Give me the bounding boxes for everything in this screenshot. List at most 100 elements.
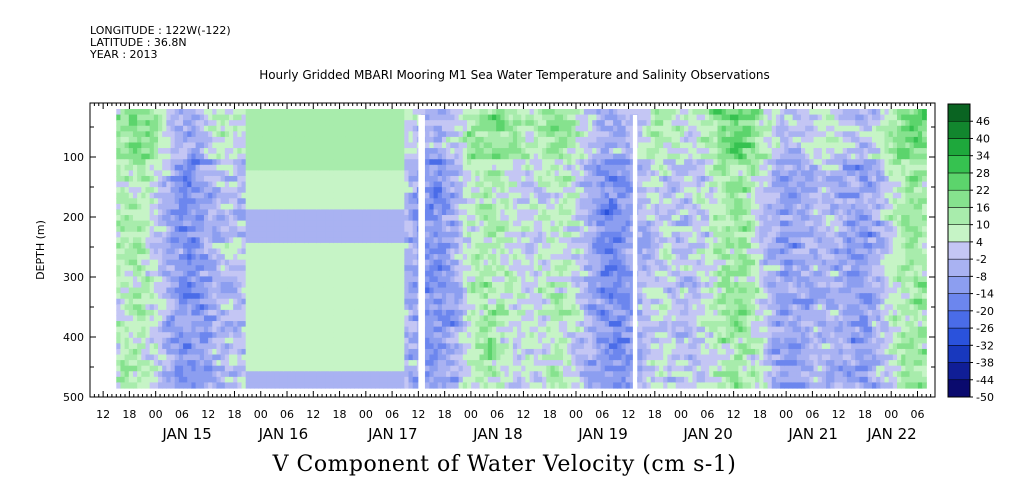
heatmap-cell — [312, 321, 318, 328]
heatmap-cell — [229, 148, 234, 155]
heatmap-cell — [291, 109, 297, 116]
heatmap-cell — [299, 131, 305, 138]
heatmap-cell — [299, 153, 305, 160]
heatmap-cell — [370, 343, 376, 350]
heatmap-cell — [116, 159, 122, 166]
heatmap-cell — [132, 109, 138, 116]
heatmap-cell — [220, 321, 226, 328]
heatmap-cell — [212, 332, 218, 339]
heatmap-cell — [132, 203, 138, 211]
heatmap-cell — [137, 215, 142, 222]
heatmap-cell — [492, 242, 497, 250]
heatmap-cell — [400, 198, 405, 205]
heatmap-cell — [329, 281, 334, 289]
heatmap-cell — [124, 125, 130, 132]
heatmap-cell — [183, 248, 188, 255]
heatmap-cell — [354, 192, 360, 199]
heatmap-cell — [183, 265, 188, 272]
heatmap-cell — [312, 298, 318, 305]
heatmap-cell — [149, 136, 155, 144]
heatmap-cell — [421, 109, 426, 116]
heatmap-cell — [153, 170, 159, 177]
heatmap-cell — [212, 192, 218, 199]
heatmap-cell — [379, 270, 385, 277]
heatmap-cell — [404, 220, 410, 227]
heatmap-cell — [279, 192, 284, 199]
heatmap-cell — [408, 321, 414, 328]
heatmap-cell — [274, 371, 280, 378]
heatmap-cell — [216, 192, 222, 199]
heatmap-cell — [245, 242, 251, 250]
heatmap-cell — [166, 198, 172, 205]
heatmap-cell — [245, 293, 251, 300]
heatmap-cell — [229, 281, 234, 289]
heatmap-cell — [529, 270, 535, 277]
heatmap-cell — [412, 170, 418, 177]
heatmap-cell — [308, 265, 314, 272]
heatmap-cell — [437, 293, 443, 300]
heatmap-cell — [203, 192, 209, 199]
heatmap-cell — [116, 164, 122, 171]
heatmap-cell — [483, 215, 489, 222]
heatmap-cell — [208, 215, 213, 222]
heatmap-cell — [387, 187, 393, 194]
heatmap-cell — [483, 136, 489, 144]
heatmap-cell — [433, 321, 439, 328]
heatmap-cell — [283, 231, 289, 238]
heatmap-cell — [446, 120, 451, 127]
heatmap-cell — [483, 231, 489, 238]
heatmap-cell — [270, 371, 276, 378]
heatmap-cell — [325, 237, 330, 244]
heatmap-cell — [408, 382, 414, 389]
heatmap-cell — [245, 321, 251, 328]
heatmap-cell — [429, 281, 435, 289]
heatmap-cell — [454, 287, 460, 294]
heatmap-cell — [454, 376, 460, 384]
heatmap-cell — [258, 332, 263, 339]
heatmap-cell — [400, 321, 405, 328]
heatmap-cell — [525, 153, 531, 160]
heatmap-cell — [187, 203, 193, 211]
heatmap-cell — [404, 109, 410, 116]
heatmap-cell — [241, 153, 247, 160]
heatmap-cell — [233, 265, 238, 272]
heatmap-cell — [429, 343, 435, 350]
heatmap-cell — [237, 220, 243, 227]
heatmap-cell — [162, 281, 167, 289]
heatmap-cell — [203, 114, 209, 121]
heatmap-cell — [199, 120, 205, 127]
heatmap-cell — [149, 164, 155, 171]
heatmap-cell — [400, 332, 405, 339]
heatmap-cell — [437, 343, 443, 350]
heatmap-cell — [199, 348, 205, 356]
heatmap-cell — [329, 231, 334, 238]
heatmap-cell — [320, 164, 326, 171]
heatmap-cell — [116, 365, 122, 372]
heatmap-cell — [508, 287, 514, 294]
heatmap-cell — [249, 337, 255, 344]
heatmap-cell — [174, 153, 180, 160]
heatmap-cell — [508, 326, 514, 333]
heatmap-cell — [153, 259, 159, 266]
heatmap-cell — [195, 131, 201, 138]
heatmap-cell — [149, 376, 155, 384]
heatmap-cell — [266, 242, 272, 250]
heatmap-cell — [429, 265, 435, 272]
heatmap-cell — [216, 348, 222, 356]
heatmap-cell — [387, 332, 393, 339]
heatmap-cell — [512, 136, 518, 144]
heatmap-cell — [233, 181, 238, 188]
heatmap-cell — [387, 153, 393, 160]
heatmap-cell — [237, 248, 243, 255]
heatmap-cell — [396, 142, 401, 149]
heatmap-cell — [329, 248, 334, 255]
heatmap-cell — [433, 109, 439, 116]
heatmap-cell — [153, 354, 159, 361]
heatmap-cell — [517, 259, 522, 266]
heatmap-cell — [500, 248, 506, 255]
heatmap-cell — [492, 265, 497, 272]
heatmap-cell — [158, 248, 163, 255]
heatmap-cell — [116, 148, 122, 155]
heatmap-cell — [375, 131, 380, 138]
heatmap-cell — [387, 298, 393, 305]
